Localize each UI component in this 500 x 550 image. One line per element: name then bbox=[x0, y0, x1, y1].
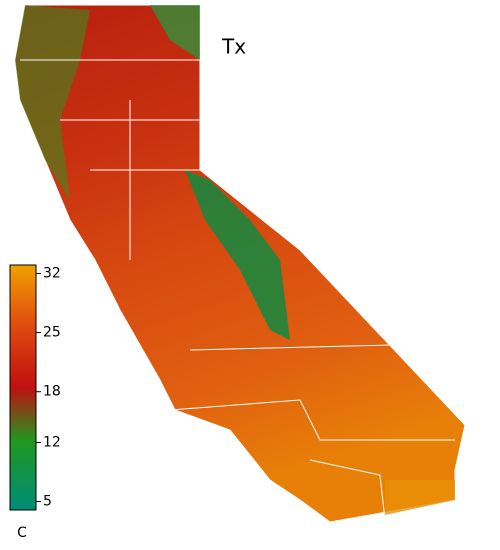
northeast-green bbox=[150, 5, 200, 60]
colorbar-tick-label: 12 bbox=[43, 434, 61, 450]
colorbar-unit: C bbox=[17, 525, 27, 541]
colorbar-tick-label: 32 bbox=[43, 265, 61, 281]
colorbar-tick-label: 5 bbox=[43, 494, 52, 510]
desert-orange bbox=[385, 480, 455, 515]
county-lines bbox=[20, 59, 455, 521]
colorbar bbox=[9, 264, 37, 511]
sierra-green bbox=[185, 170, 290, 340]
california-map bbox=[14, 4, 466, 523]
northwest-green bbox=[15, 5, 90, 200]
colorbar-tick-label: 25 bbox=[43, 325, 61, 341]
map-title: Tx bbox=[221, 35, 246, 59]
colorbar-tick-label: 18 bbox=[43, 384, 61, 400]
